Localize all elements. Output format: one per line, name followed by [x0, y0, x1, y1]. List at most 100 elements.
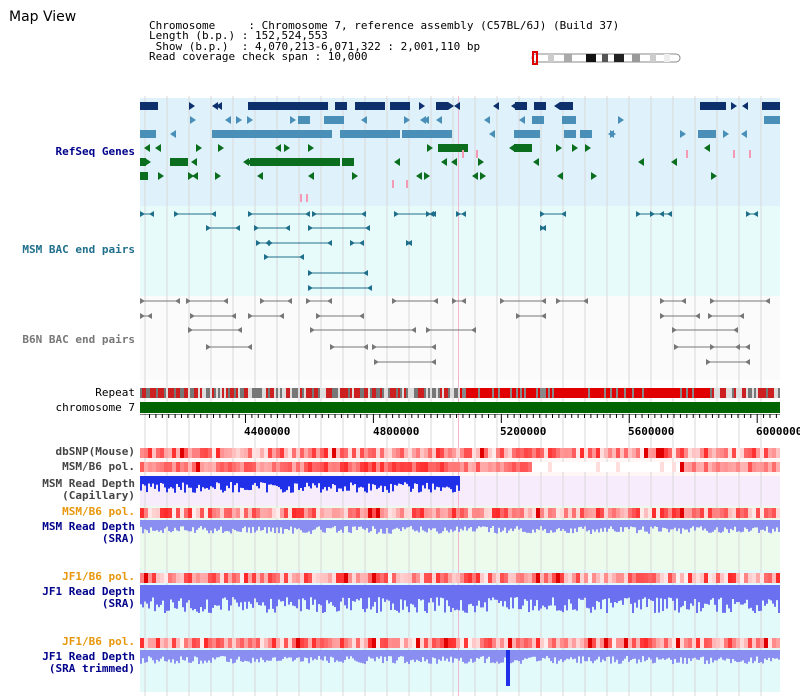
depth-bar: [484, 650, 486, 664]
depth-bar: [636, 520, 638, 534]
jf1-depth-sra-label[interactable]: JF1 Read Depth (SRA): [42, 585, 135, 610]
depth-bar: [426, 520, 428, 533]
dbsnp-heat-track[interactable]: [140, 448, 780, 458]
depth-bar: [162, 585, 164, 601]
depth-bar: [312, 520, 314, 531]
msm-depth-sra-label[interactable]: MSM Read Depth (SRA): [42, 520, 135, 545]
depth-bar: [488, 585, 490, 599]
heat-cell: [608, 573, 612, 583]
msm-b6-pol-2-heat-track[interactable]: [140, 508, 780, 518]
msm-bac-track[interactable]: [140, 206, 780, 296]
depth-bar: [286, 476, 288, 491]
depth-bar: [206, 476, 208, 489]
heat-cell: [184, 638, 188, 648]
bac-end-arrow: [745, 359, 750, 365]
repeat-segment: [694, 388, 696, 398]
heat-cell: [628, 573, 632, 583]
b6n-bac-track[interactable]: [140, 296, 780, 380]
depth-bar: [760, 650, 762, 663]
depth-bar: [244, 520, 246, 527]
heat-cell: [676, 508, 680, 518]
depth-bar: [172, 650, 174, 660]
msm-bac-label[interactable]: MSM BAC end pairs: [22, 243, 135, 256]
depth-bar: [448, 476, 450, 488]
depth-bar: [188, 650, 190, 663]
depth-bar: [376, 650, 378, 657]
refseq-gene-track[interactable]: [140, 100, 780, 204]
depth-bar: [326, 585, 328, 601]
heat-cell: [680, 508, 684, 518]
depth-bar: [494, 520, 496, 533]
jf1-b6-pol-label[interactable]: JF1/B6 pol.: [62, 570, 135, 583]
heat-cell: [464, 448, 468, 458]
jf1-b6-pol-2-heat-track[interactable]: [140, 638, 780, 648]
depth-bar: [698, 585, 700, 603]
heat-cell: [552, 462, 556, 472]
msm-b6-pol-heat-track[interactable]: [140, 462, 780, 472]
repeat-segment: [432, 388, 434, 398]
depth-bar: [302, 520, 304, 533]
heat-cell: [712, 573, 716, 583]
depth-bar: [666, 585, 668, 609]
jf1-depth-sra-track[interactable]: [140, 585, 780, 613]
depth-bar: [590, 520, 592, 534]
depth-bar: [728, 650, 730, 659]
heat-cell: [164, 462, 168, 472]
heat-cell: [232, 448, 236, 458]
gene-arrow: [704, 144, 710, 152]
chromosome-ideogram[interactable]: [528, 51, 684, 65]
heat-cell: [400, 508, 404, 518]
repeat-track[interactable]: [140, 388, 780, 398]
depth-bar: [568, 650, 570, 660]
msm-depth-capillary-track[interactable]: [140, 476, 780, 494]
bac-end-arrow: [433, 298, 438, 304]
depth-bar: [454, 585, 456, 611]
heat-cell: [740, 638, 744, 648]
heat-cell: [736, 638, 740, 648]
heat-cell: [300, 573, 304, 583]
chromosome-bar[interactable]: [140, 402, 780, 413]
heat-cell: [584, 448, 588, 458]
msm-b6-pol-label[interactable]: MSM/B6 pol.: [62, 460, 135, 473]
depth-bar: [622, 650, 624, 661]
depth-bar: [428, 585, 430, 603]
heat-cell: [424, 638, 428, 648]
repeat-segment: [590, 388, 592, 398]
heat-cell: [420, 573, 424, 583]
heat-cell: [196, 462, 200, 472]
heat-cell: [372, 638, 376, 648]
depth-bar: [472, 650, 474, 663]
bac-end-arrow: [308, 270, 313, 276]
gene-arrow: [189, 102, 195, 110]
depth-bar: [460, 650, 462, 658]
depth-bar: [748, 650, 750, 662]
depth-bar: [612, 650, 614, 657]
b6n-bac-label[interactable]: B6N BAC end pairs: [22, 333, 135, 346]
depth-bar: [448, 520, 450, 533]
depth-bar: [656, 585, 658, 598]
jf1-depth-trimmed-track[interactable]: [140, 650, 780, 688]
heat-cell: [744, 448, 748, 458]
msm-depth-sra-track[interactable]: [140, 520, 780, 534]
depth-bar: [392, 585, 394, 604]
repeat-segment: [628, 388, 630, 398]
heat-cell: [416, 462, 420, 472]
jf1-b6-pol-2-label[interactable]: JF1/B6 pol.: [62, 635, 135, 648]
msm-b6-pol-2-label[interactable]: MSM/B6 pol.: [62, 505, 135, 518]
depth-bar: [284, 585, 286, 607]
depth-bar: [222, 476, 224, 493]
refseq-label[interactable]: RefSeq Genes: [55, 145, 135, 158]
jf1-depth-trimmed-label[interactable]: JF1 Read Depth (SRA trimmed): [42, 650, 135, 675]
bac-end-arrow: [268, 240, 273, 246]
depth-bar: [300, 650, 302, 662]
jf1-b6-pol-heat-track[interactable]: [140, 573, 780, 583]
bac-end-arrow: [695, 313, 700, 319]
heat-cell: [444, 448, 448, 458]
heat-cell: [660, 573, 664, 583]
repeat-segment: [668, 388, 670, 398]
dbsnp-label[interactable]: dbSNP(Mouse): [55, 445, 135, 458]
depth-bar: [244, 650, 246, 661]
msm-depth-capillary-label[interactable]: MSM Read Depth (Capillary): [42, 477, 135, 502]
depth-bar: [304, 650, 306, 658]
repeat-segment: [142, 388, 144, 398]
